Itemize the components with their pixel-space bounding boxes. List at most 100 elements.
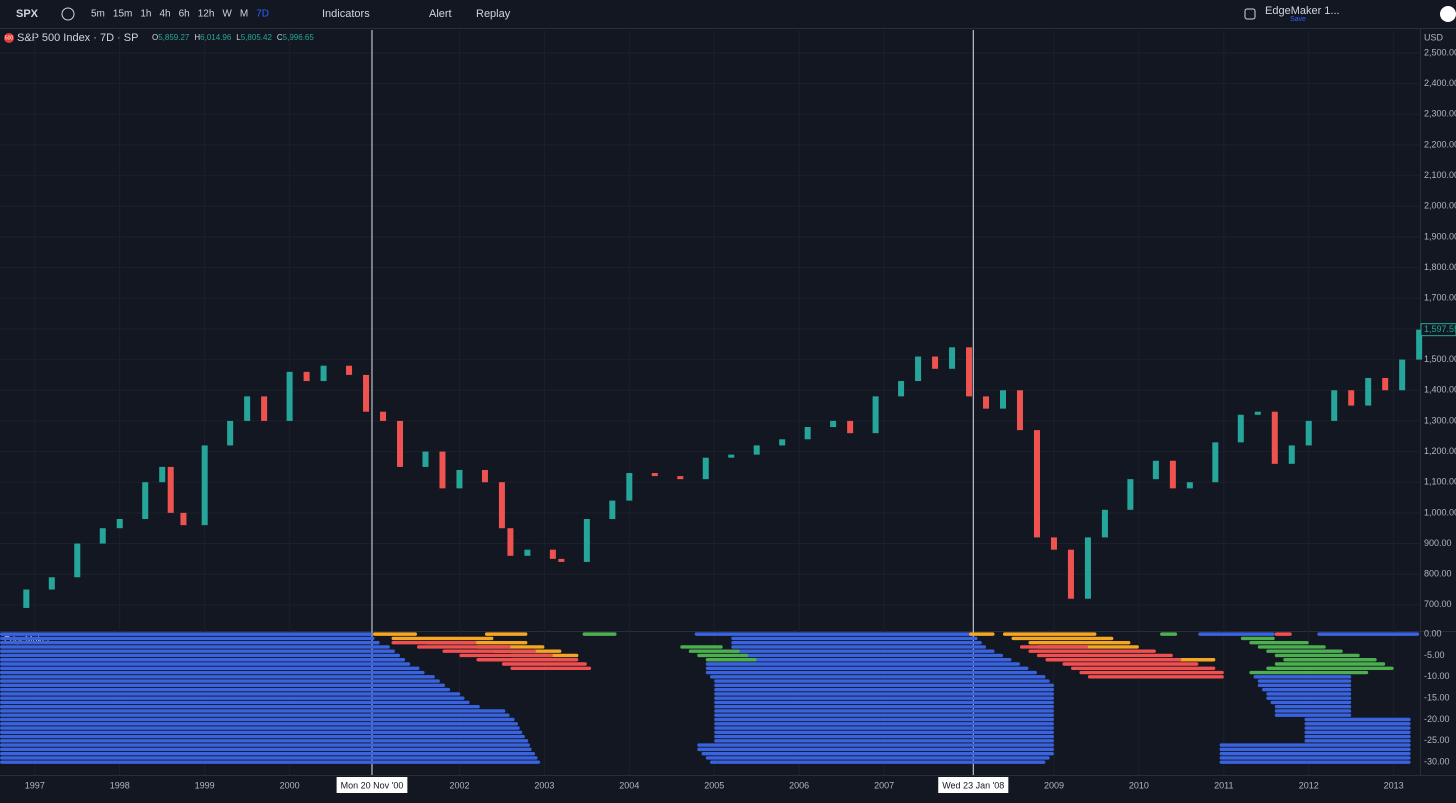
level-bar: [731, 636, 978, 641]
candle: [180, 512, 187, 526]
candle: [48, 577, 55, 590]
candle: [507, 528, 514, 556]
candle: [363, 374, 370, 412]
candle: [1186, 482, 1193, 489]
candle: [1254, 411, 1261, 415]
last-price: 1,597.59: [1424, 324, 1456, 334]
candle: [966, 347, 973, 397]
candle: [1127, 479, 1134, 510]
candle: [1016, 390, 1023, 431]
level-bar: [1304, 739, 1411, 743]
candle: [558, 558, 565, 562]
level-bar: [1253, 675, 1352, 679]
legend-title: S&P 500 Index · 7D · SP: [17, 32, 138, 44]
level-bar: [0, 649, 395, 653]
level-bar: [0, 658, 406, 662]
level-bar: [0, 653, 401, 658]
indicators[interactable]: Indicators: [322, 8, 370, 20]
interval[interactable]: 15m: [113, 9, 132, 20]
currency[interactable]: USD: [1424, 32, 1444, 42]
avatar[interactable]: [1440, 6, 1456, 22]
level-bar: [501, 662, 587, 666]
level-bar: [1011, 636, 1114, 641]
y-tick-label: 700.00: [1424, 599, 1452, 609]
y-tick-label: 1,100.00: [1424, 477, 1456, 487]
level-bar: [0, 692, 461, 696]
level-bar: [969, 632, 995, 636]
candle: [1033, 430, 1040, 538]
candle: [1399, 359, 1406, 391]
level-bar: [0, 747, 532, 752]
interval[interactable]: M: [240, 9, 248, 20]
level-bar: [705, 658, 757, 662]
level-bar: [0, 704, 480, 709]
candle: [1416, 329, 1423, 360]
interval[interactable]: 5m: [91, 9, 105, 20]
candle: [1169, 460, 1176, 489]
level-bar: [714, 700, 1054, 705]
candle: [498, 482, 505, 529]
candle: [753, 445, 760, 455]
y-tick-label: -30.00: [1424, 757, 1450, 767]
level-bar: [484, 632, 528, 636]
level-bar: [1087, 675, 1224, 679]
level-bar: [1274, 704, 1352, 709]
level-bar: [714, 692, 1054, 696]
crosshair-label-bg: [336, 777, 408, 793]
level-bar: [1198, 632, 1275, 636]
level-bar: [1160, 632, 1178, 636]
layout-name[interactable]: EdgeMaker 1...: [1265, 5, 1340, 17]
candle: [728, 454, 735, 458]
level-bar: [0, 675, 435, 679]
level-bar: [0, 645, 390, 649]
candle: [583, 519, 590, 562]
interval[interactable]: 6h: [179, 9, 190, 20]
y-tick-label: 1,800.00: [1424, 262, 1456, 272]
level-bar: [1257, 679, 1352, 683]
y-tick-label: -5.00: [1424, 650, 1445, 660]
y-tick-label: 0.00: [1424, 629, 1442, 639]
level-bar: [0, 730, 523, 735]
level-bar: [582, 632, 617, 636]
candle: [1348, 390, 1355, 406]
interval[interactable]: W: [222, 9, 232, 20]
interval[interactable]: 4h: [159, 9, 170, 20]
y-tick-label: 1,300.00: [1424, 415, 1456, 425]
candle: [830, 420, 837, 428]
level-bar: [1219, 760, 1411, 764]
candle: [142, 482, 149, 520]
add-symbol[interactable]: [61, 7, 75, 21]
x-tick-label: 2013: [1384, 780, 1404, 790]
interval[interactable]: 1h: [140, 9, 151, 20]
level-bar: [714, 726, 1054, 730]
candle: [1271, 411, 1278, 464]
x-tick-label: 2006: [789, 780, 809, 790]
y-tick-label: 1,400.00: [1424, 385, 1456, 395]
y-tick-label: 1,500.00: [1424, 354, 1456, 364]
level-bar: [0, 683, 446, 688]
x-tick-label: 2007: [874, 780, 894, 790]
level-bar: [1274, 713, 1352, 717]
alert[interactable]: Alert: [429, 8, 452, 20]
interval[interactable]: 12h: [198, 9, 215, 20]
level-bar: [0, 700, 470, 705]
save[interactable]: Save: [1290, 16, 1306, 23]
level-bar: [701, 751, 1054, 756]
candle: [1305, 420, 1312, 446]
toolbar: [0, 0, 1456, 28]
ohlc-value: 5,996.65: [283, 33, 315, 42]
level-bar: [0, 713, 510, 717]
symbol[interactable]: SPX: [16, 8, 39, 20]
x-tick-label: 2000: [280, 780, 300, 790]
level-bar: [0, 666, 420, 670]
candle: [261, 396, 268, 421]
candle: [915, 356, 922, 382]
replay[interactable]: Replay: [476, 8, 511, 20]
level-bar: [1240, 636, 1275, 641]
ohlc-key: H: [194, 33, 200, 42]
level-bar: [1317, 632, 1420, 636]
level-bar: [739, 653, 1004, 658]
level-bar: [1219, 751, 1411, 756]
interval[interactable]: 7D: [256, 9, 269, 20]
layout-icon[interactable]: [1244, 8, 1256, 20]
